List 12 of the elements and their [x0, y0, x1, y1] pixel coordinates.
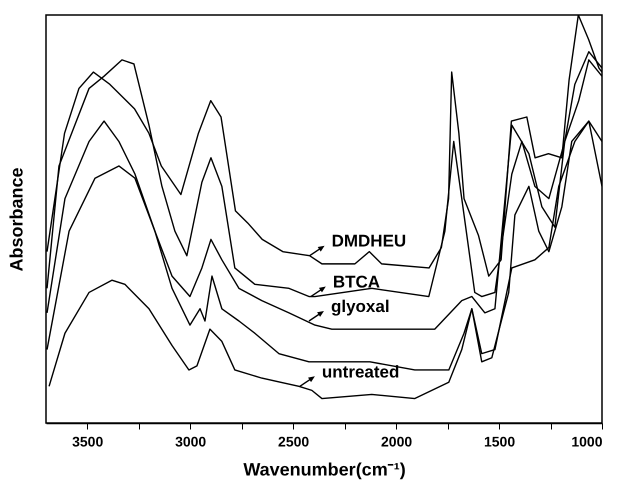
x-tick-label: 3500 [72, 434, 104, 450]
annotation: DMDHEU [332, 232, 406, 251]
x-tick-label: 2000 [380, 434, 412, 450]
x-tick-label: 3000 [175, 434, 206, 450]
annotation: glyoxal [330, 297, 390, 316]
annotation: untreated [322, 362, 400, 382]
y-axis-title: Absorbance [6, 167, 26, 272]
x-tick-label: 2500 [278, 434, 310, 450]
annotation: BTCA [332, 272, 380, 292]
x-axis-title: Wavenumber(cm⁻¹) [243, 460, 406, 480]
x-tick-label: 1500 [484, 434, 516, 450]
x-tick-label: 1000 [571, 434, 603, 450]
